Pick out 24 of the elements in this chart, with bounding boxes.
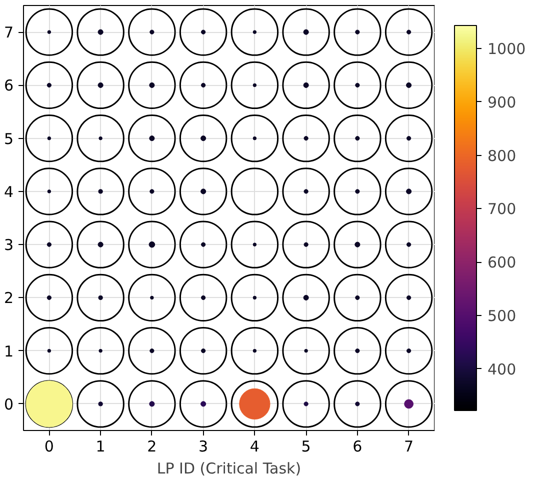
color-bar-label: 1000 — [488, 40, 526, 58]
color-bar-label: 800 — [488, 146, 516, 165]
y-tick-label: 5 — [4, 130, 14, 148]
y-tick-label: 4 — [4, 182, 14, 201]
x-tick-label: 4 — [250, 438, 260, 456]
y-tick-label: 3 — [4, 236, 14, 254]
x-tick-label: 7 — [404, 438, 414, 456]
color-bar-label: 400 — [488, 360, 516, 378]
x-tick-label: 3 — [198, 438, 208, 456]
color-bar-label: 700 — [488, 200, 516, 218]
x-tick-label: 0 — [44, 438, 54, 456]
y-tick-label: 7 — [4, 24, 14, 42]
y-tick-label: 6 — [4, 76, 14, 95]
x-tick-label: 2 — [147, 438, 157, 456]
color-bar-label: 900 — [488, 93, 516, 112]
y-tick-label: 0 — [4, 395, 14, 414]
color-bar-label: 500 — [488, 306, 516, 325]
x-axis-title: LP ID (Critical Task) — [156, 460, 302, 478]
y-tick-label: 2 — [4, 289, 14, 308]
y-tick-label: 1 — [4, 342, 14, 360]
x-tick-label: 1 — [96, 438, 106, 456]
x-tick-label: 6 — [352, 438, 362, 456]
color-bar-label: 600 — [488, 254, 516, 272]
x-tick-label: 5 — [301, 438, 311, 456]
